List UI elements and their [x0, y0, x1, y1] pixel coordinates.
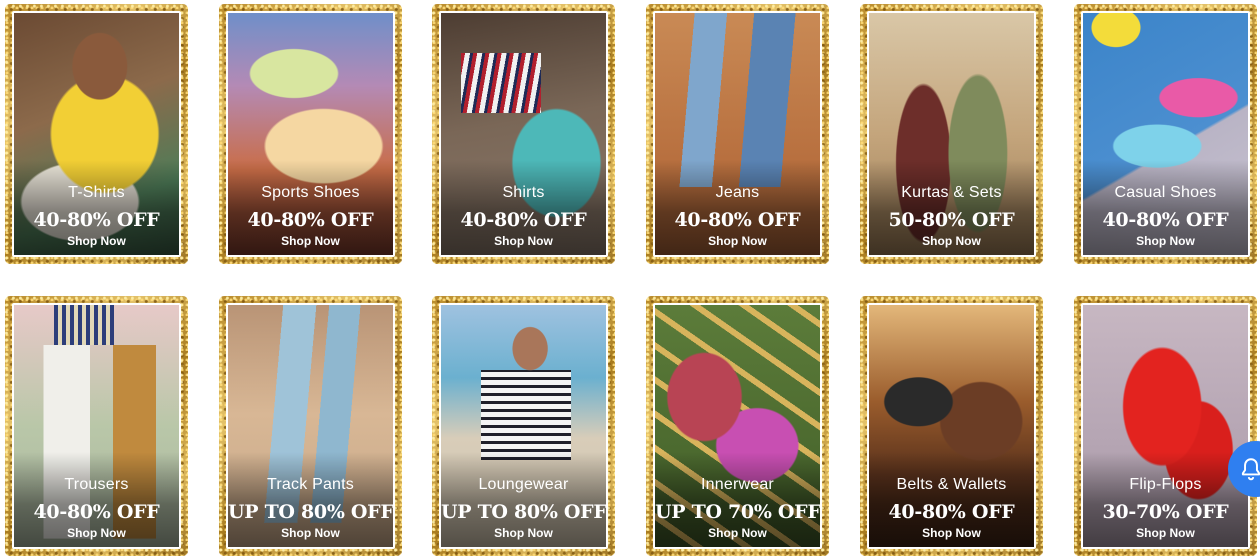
category-name: Sports Shoes	[261, 184, 360, 201]
discount-text: 40-80% OFF	[247, 209, 374, 231]
category-name: T-Shirts	[68, 184, 125, 201]
discount-text: 40-80% OFF	[1102, 209, 1229, 231]
category-name: Belts & Wallets	[896, 476, 1007, 493]
discount-text: UP TO 70% OFF	[655, 501, 821, 523]
shop-now-link[interactable]: Shop Now	[708, 234, 767, 248]
discount-text: 40-80% OFF	[888, 501, 1015, 523]
discount-text: 40-80% OFF	[33, 501, 160, 523]
category-name: Trousers	[64, 476, 129, 493]
category-name: Jeans	[715, 184, 760, 201]
category-card-jeans[interactable]: Jeans 40-80% OFF Shop Now	[646, 4, 829, 264]
category-name: Casual Shoes	[1114, 184, 1217, 201]
category-name: Kurtas & Sets	[901, 184, 1002, 201]
category-name: Innerwear	[701, 476, 774, 493]
bell-icon	[1241, 458, 1260, 481]
shop-now-link[interactable]: Shop Now	[494, 234, 553, 248]
shop-now-link[interactable]: Shop Now	[67, 526, 126, 540]
category-card-kurtas-sets[interactable]: Kurtas & Sets 50-80% OFF Shop Now	[860, 4, 1043, 264]
shop-now-link[interactable]: Shop Now	[281, 526, 340, 540]
category-card-belts-wallets[interactable]: Belts & Wallets 40-80% OFF Shop Now	[860, 296, 1043, 556]
discount-text: 40-80% OFF	[674, 209, 801, 231]
category-name: Track Pants	[267, 476, 354, 493]
discount-text: 50-80% OFF	[888, 209, 1015, 231]
shop-now-link[interactable]: Shop Now	[708, 526, 767, 540]
category-name: Loungewear	[478, 476, 569, 493]
shop-now-link[interactable]: Shop Now	[67, 234, 126, 248]
category-card-sports-shoes[interactable]: Sports Shoes 40-80% OFF Shop Now	[219, 4, 402, 264]
shop-now-link[interactable]: Shop Now	[1136, 234, 1195, 248]
shop-now-link[interactable]: Shop Now	[494, 526, 553, 540]
category-card-innerwear[interactable]: Innerwear UP TO 70% OFF Shop Now	[646, 296, 829, 556]
discount-text: 40-80% OFF	[460, 209, 587, 231]
category-card-casual-shoes[interactable]: Casual Shoes 40-80% OFF Shop Now	[1074, 4, 1257, 264]
discount-text: 30-70% OFF	[1102, 501, 1229, 523]
shop-now-link[interactable]: Shop Now	[922, 234, 981, 248]
shop-now-link[interactable]: Shop Now	[1136, 526, 1195, 540]
shop-now-link[interactable]: Shop Now	[922, 526, 981, 540]
discount-text: UP TO 80% OFF	[441, 501, 607, 523]
discount-text: 40-80% OFF	[33, 209, 160, 231]
category-card-loungewear[interactable]: Loungewear UP TO 80% OFF Shop Now	[432, 296, 615, 556]
discount-text: UP TO 80% OFF	[228, 501, 394, 523]
category-card-t-shirts[interactable]: T-Shirts 40-80% OFF Shop Now	[5, 4, 188, 264]
category-card-track-pants[interactable]: Track Pants UP TO 80% OFF Shop Now	[219, 296, 402, 556]
shop-now-link[interactable]: Shop Now	[281, 234, 340, 248]
category-card-flip-flops[interactable]: Flip-Flops 30-70% OFF Shop Now	[1074, 296, 1257, 556]
category-name: Flip-Flops	[1129, 476, 1202, 493]
category-card-shirts[interactable]: Shirts 40-80% OFF Shop Now	[432, 4, 615, 264]
category-card-trousers[interactable]: Trousers 40-80% OFF Shop Now	[5, 296, 188, 556]
category-name: Shirts	[502, 184, 545, 201]
